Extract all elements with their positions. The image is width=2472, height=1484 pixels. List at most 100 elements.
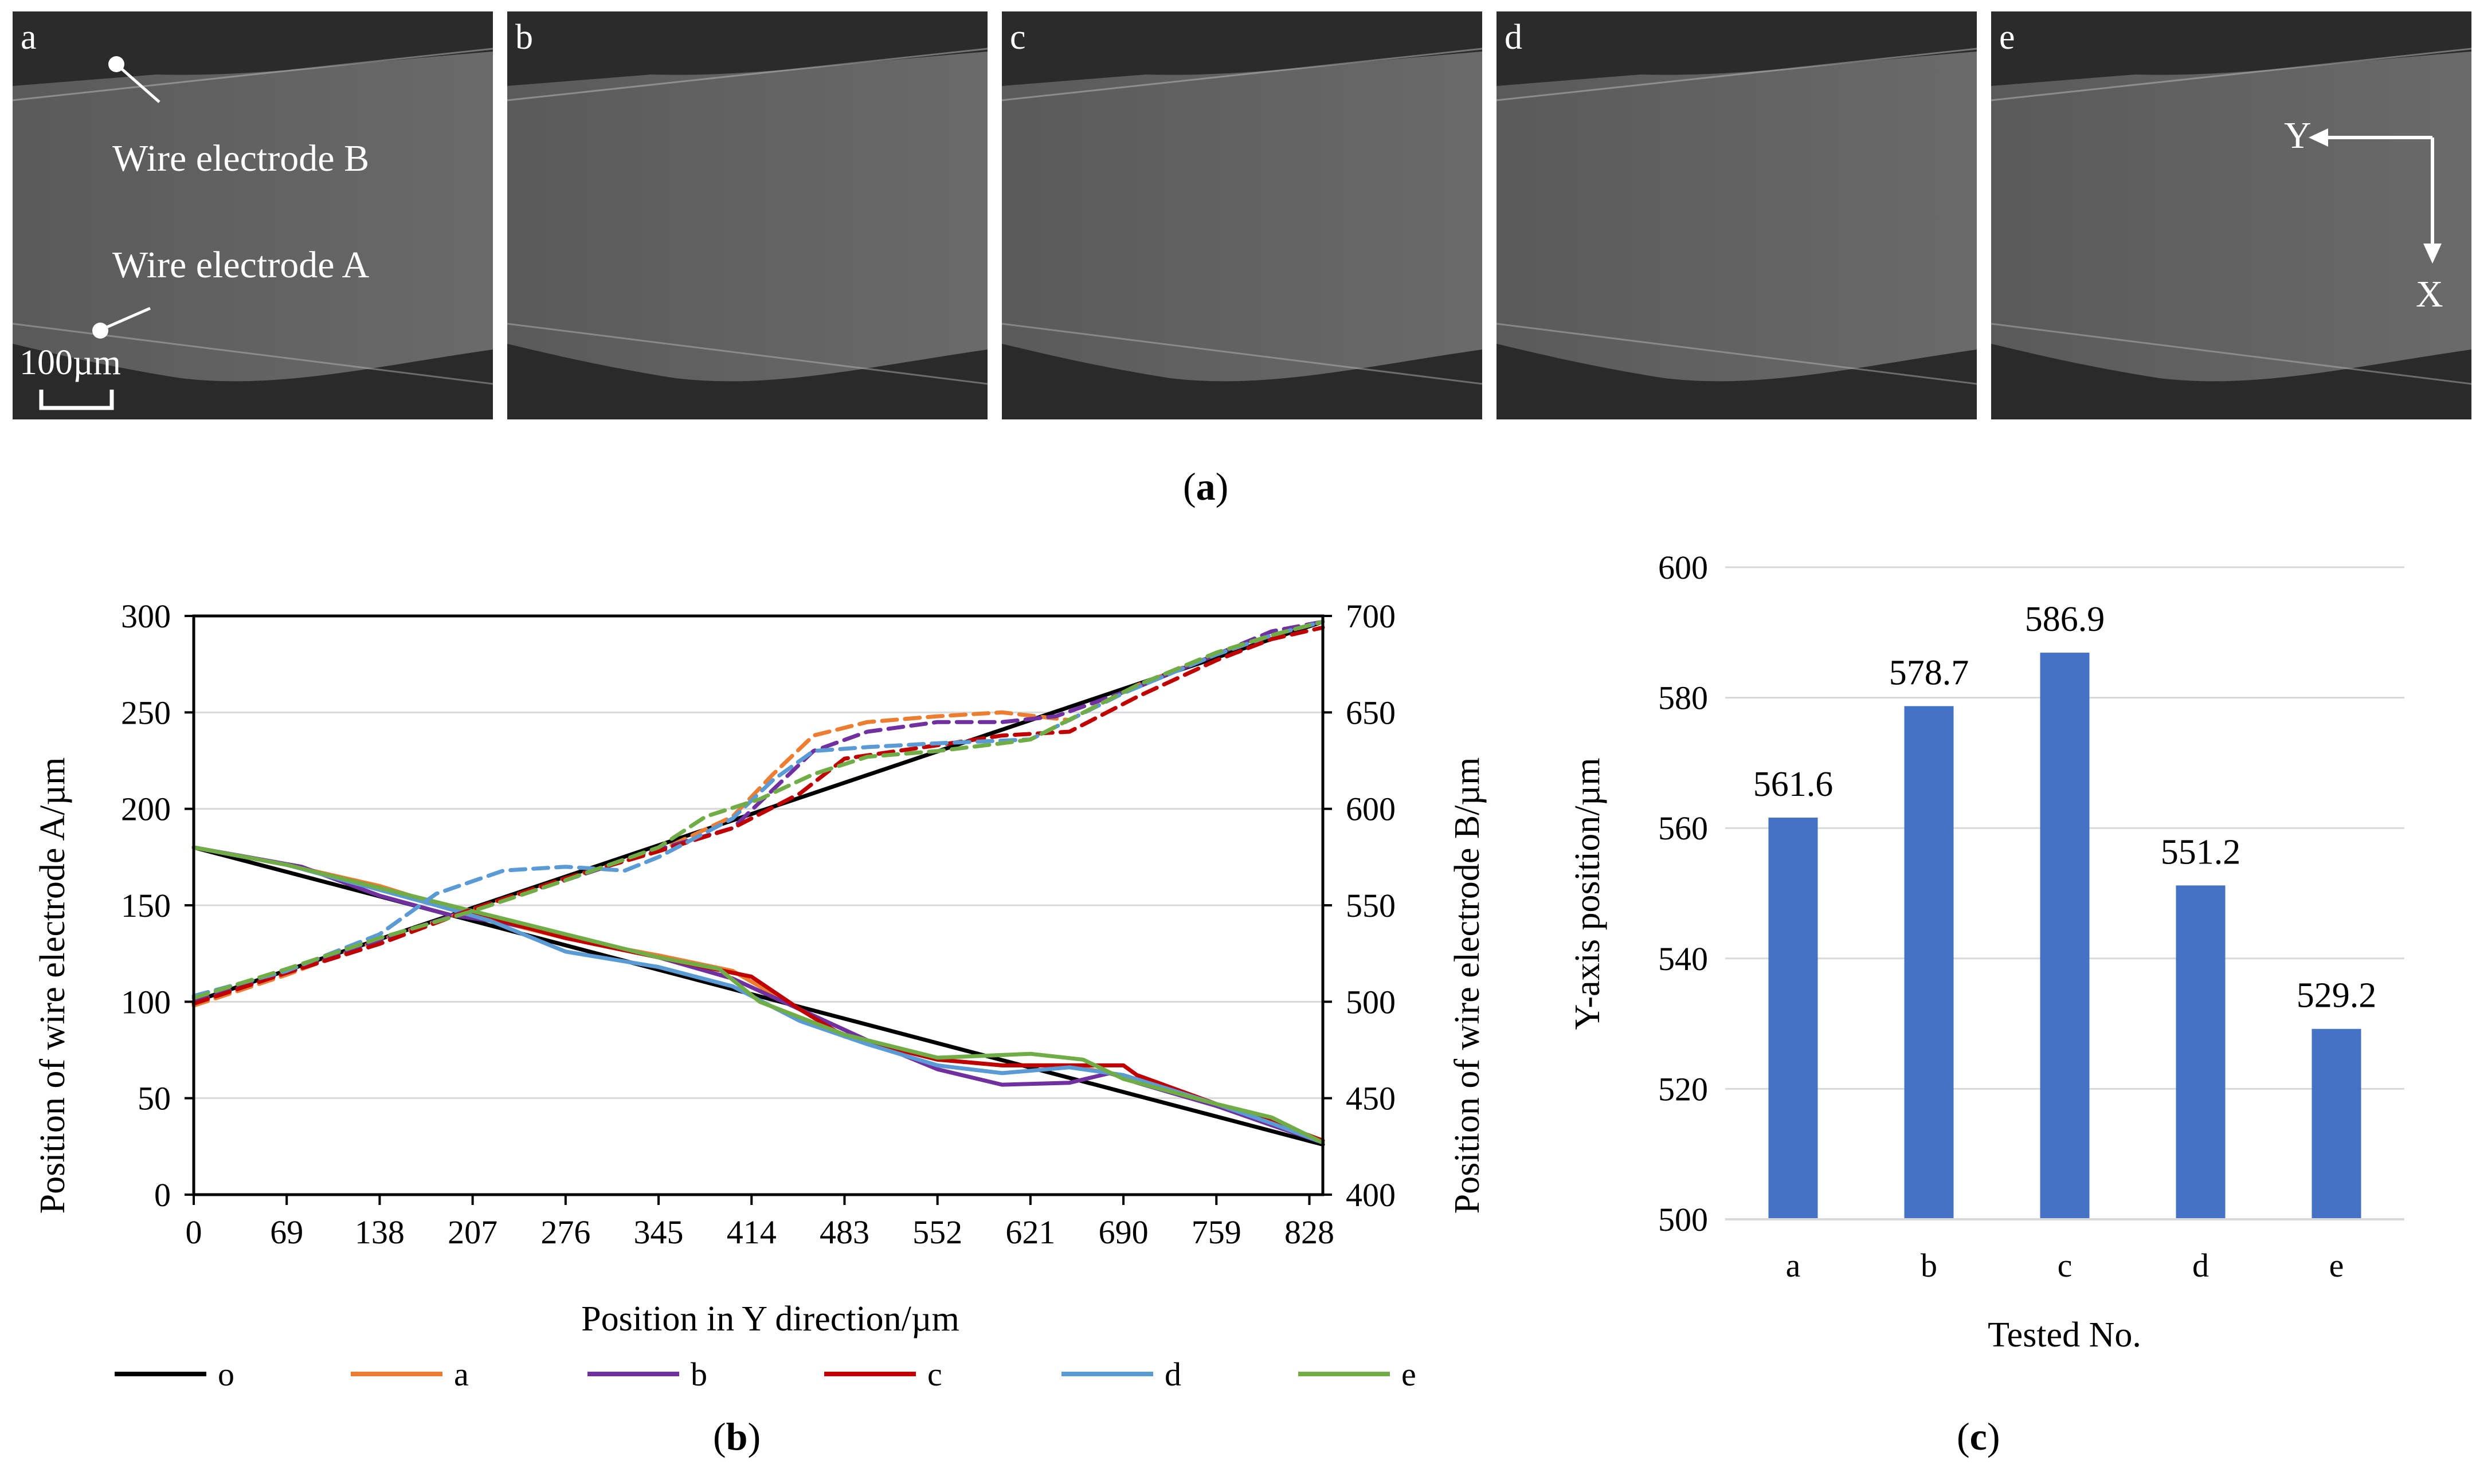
caption-b: (b) bbox=[713, 1414, 761, 1459]
x-tick-label: 276 bbox=[540, 1214, 590, 1251]
caption-b-open: ( bbox=[713, 1415, 726, 1458]
upper-electrode-edge bbox=[507, 48, 988, 101]
lower-electrode-edge bbox=[507, 323, 988, 385]
panel-letter-d: d bbox=[1505, 18, 1522, 57]
legend-label-a: a bbox=[454, 1356, 469, 1393]
upper-electrode-edge bbox=[1001, 48, 1483, 101]
panel-letter-c: c bbox=[1010, 18, 1026, 57]
y-right-tick-label: 700 bbox=[1346, 598, 1396, 635]
caption-b-letter: b bbox=[726, 1415, 748, 1458]
upper-wire-electrode bbox=[1002, 11, 1482, 86]
lower-wire-electrode bbox=[1002, 344, 1482, 419]
legend-item-d: d bbox=[1061, 1356, 1181, 1393]
x-tick-label: 621 bbox=[1005, 1214, 1055, 1251]
lower-electrode-edge bbox=[1496, 323, 1977, 385]
series-line-d-right bbox=[191, 619, 1325, 998]
y-right-tick-label: 450 bbox=[1346, 1080, 1396, 1117]
y-axis-right-title: Position of wire electrode B/µm bbox=[1448, 757, 1487, 1214]
legend-label-c: c bbox=[927, 1356, 942, 1393]
legend-label-o: o bbox=[218, 1356, 234, 1393]
caption-b-close: ) bbox=[747, 1415, 761, 1458]
y-right-tick-label: 650 bbox=[1346, 694, 1396, 731]
legend-item-c: c bbox=[824, 1356, 942, 1393]
caption-c: (c) bbox=[1957, 1414, 2000, 1459]
x-axis-title: Position in Y direction/µm bbox=[581, 1300, 959, 1338]
legend-label-d: d bbox=[1165, 1356, 1181, 1393]
upper-electrode-edge bbox=[1991, 48, 2472, 101]
y-axis-letter: Y bbox=[2284, 115, 2312, 156]
legend-item-o: o bbox=[115, 1356, 234, 1393]
x-tick-label: 828 bbox=[1284, 1214, 1334, 1251]
x-tick-label: 690 bbox=[1099, 1214, 1149, 1251]
image-panel-d: d bbox=[1496, 11, 1977, 419]
y-left-tick-label: 200 bbox=[121, 791, 171, 828]
lower-wire-electrode bbox=[1991, 344, 2471, 419]
marker-dot-b bbox=[108, 56, 124, 72]
lower-electrode-edge bbox=[1991, 323, 2472, 385]
upper-wire-electrode bbox=[1991, 11, 2471, 86]
label-wire-electrode-b: Wire electrode B bbox=[112, 138, 369, 179]
upper-electrode-edge bbox=[12, 48, 493, 101]
caption-c-letter: c bbox=[1969, 1415, 1987, 1458]
x-tick-label: 345 bbox=[634, 1214, 684, 1251]
caption-a-close: ) bbox=[1215, 465, 1229, 508]
image-panel-c: c bbox=[1001, 11, 1483, 419]
legend-item-b: b bbox=[587, 1356, 707, 1393]
y-left-tick-label: 250 bbox=[121, 694, 171, 731]
lower-wire-electrode bbox=[507, 344, 988, 419]
scale-bar-label: 100µm bbox=[19, 343, 121, 382]
series-line-e-right bbox=[191, 619, 1325, 1000]
image-panel-b: b bbox=[507, 11, 988, 419]
x-tick-label: 69 bbox=[270, 1214, 303, 1251]
lower-electrode-edge bbox=[1001, 323, 1483, 385]
x-tick-label: 759 bbox=[1192, 1214, 1241, 1251]
upper-electrode-edge bbox=[1496, 48, 1977, 101]
y-left-tick-label: 100 bbox=[121, 983, 171, 1020]
legend-item-e: e bbox=[1298, 1356, 1416, 1393]
lower-wire-electrode bbox=[1496, 344, 1977, 419]
series-line-d-left bbox=[191, 845, 1325, 1145]
x-axis-arrowhead bbox=[2423, 244, 2442, 264]
caption-a-letter: a bbox=[1196, 465, 1216, 508]
scale-bar bbox=[39, 390, 114, 410]
y-left-tick-label: 300 bbox=[121, 598, 171, 635]
y-right-tick-label: 400 bbox=[1346, 1176, 1396, 1214]
y-right-tick-label: 550 bbox=[1346, 887, 1396, 924]
y-left-tick-label: 50 bbox=[138, 1080, 171, 1117]
x-tick-label: 0 bbox=[186, 1214, 202, 1251]
image-panel-a: a bbox=[12, 11, 493, 419]
caption-c-close: ) bbox=[1987, 1415, 2000, 1458]
panel-letter-e: e bbox=[1999, 18, 2015, 57]
legend-item-a: a bbox=[351, 1356, 469, 1393]
y-axis-arrowhead bbox=[2309, 128, 2328, 147]
y-left-tick-label: 150 bbox=[121, 887, 171, 924]
label-wire-electrode-a: Wire electrode A bbox=[112, 244, 369, 286]
leader-line-a bbox=[105, 307, 151, 329]
x-tick-label: 414 bbox=[727, 1214, 777, 1251]
image-panel-e: e bbox=[1991, 11, 2472, 419]
series-line-o-left bbox=[191, 845, 1325, 1147]
x-tick-label: 552 bbox=[912, 1214, 962, 1251]
panel-letter-a: a bbox=[21, 18, 37, 57]
marker-dot-a bbox=[92, 323, 108, 339]
x-tick-label: 207 bbox=[448, 1214, 497, 1251]
upper-wire-electrode bbox=[507, 11, 988, 86]
upper-wire-electrode bbox=[13, 11, 493, 86]
series-line-c-right bbox=[191, 625, 1325, 1006]
upper-wire-electrode bbox=[1496, 11, 1977, 86]
caption-a: (a) bbox=[1183, 464, 1228, 509]
caption-a-open: ( bbox=[1183, 465, 1196, 508]
y-right-tick-label: 500 bbox=[1346, 983, 1396, 1020]
caption-c-open: ( bbox=[1957, 1415, 1970, 1458]
y-left-tick-label: 0 bbox=[154, 1176, 171, 1214]
y-axis-left-title: Position of wire electrode A/µm bbox=[33, 757, 72, 1214]
legend-label-e: e bbox=[1401, 1356, 1416, 1393]
leader-line-b bbox=[120, 68, 160, 103]
lower-wire-electrode bbox=[13, 344, 493, 419]
y-right-tick-label: 600 bbox=[1346, 791, 1396, 828]
x-tick-label: 138 bbox=[355, 1214, 405, 1251]
x-tick-label: 483 bbox=[820, 1214, 869, 1251]
legend-label-b: b bbox=[691, 1356, 707, 1393]
